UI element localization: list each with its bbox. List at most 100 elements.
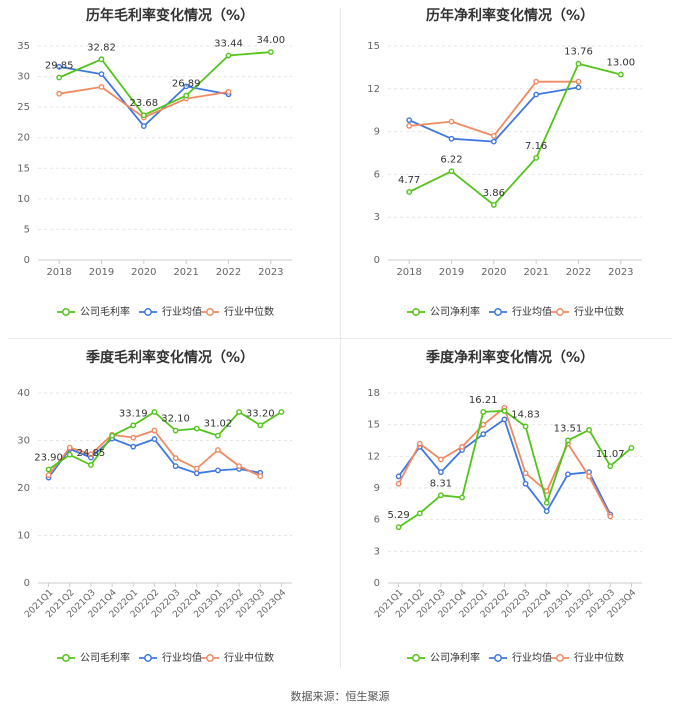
legend-item: 行业均值 [489,651,552,664]
y-tick-label: 25 [17,102,30,113]
legend-label: 公司毛利率 [80,305,130,318]
x-tick-label: 2023 [258,267,283,278]
data-label: 23.68 [130,98,159,109]
legend-marker [206,654,214,662]
data-label: 6.22 [440,154,462,165]
data-label: 26.89 [172,79,201,90]
data-point [88,451,94,458]
data-point [172,427,179,434]
series-line [398,409,632,528]
y-tick-label: 5 [24,224,30,235]
y-tick-label: 10 [17,194,30,205]
data-label: 13.76 [564,47,593,58]
legend-item: 行业中位数 [201,305,274,318]
data-label: 3.86 [483,188,505,199]
data-label: 24.85 [77,448,106,459]
y-tick-label: 20 [17,133,30,144]
data-label: 34.00 [257,35,286,46]
data-label: 16.21 [469,395,498,406]
legend-item: 行业均值 [139,305,202,318]
y-tick-label: 10 [17,531,30,542]
data-point [459,443,465,450]
data-label: 14.83 [511,409,540,420]
data-point [533,91,540,98]
legend-label: 行业均值 [512,305,552,318]
legend-label: 行业中位数 [574,305,624,318]
data-point [607,463,614,470]
series-line [408,62,622,206]
data-label: 33.19 [119,408,148,419]
y-tick-label: 30 [17,72,30,83]
data-point [45,472,52,479]
data-label: 5.29 [387,510,409,521]
data-point [98,84,105,90]
y-tick-label: 30 [17,436,30,447]
data-point [490,202,497,208]
data-point [533,78,540,85]
y-tick-label: 12 [367,451,380,462]
y-tick-label: 12 [367,84,380,95]
horizontal-panel-divider [8,338,672,339]
data-point [575,60,582,67]
y-tick-label: 40 [17,388,30,399]
x-tick-label: 2018 [46,267,71,278]
data-point [480,421,487,428]
legend-marker [556,308,564,316]
data-label: 29.85 [45,60,74,71]
legend-item: 公司毛利率 [57,305,130,318]
y-tick-label: 0 [374,255,380,266]
data-point [172,463,179,470]
data-label: 4.77 [398,175,420,186]
data-point [438,456,444,463]
legend-label: 公司毛利率 [80,651,130,664]
data-point [448,118,455,125]
data-point [575,84,582,91]
data-point [130,443,137,450]
data-point [406,117,413,124]
data-point [236,409,242,415]
data-point [480,431,487,438]
x-tick-label: 2019 [439,267,464,278]
y-tick-label: 18 [367,388,380,399]
data-point [45,466,52,473]
legend-item: 行业中位数 [201,651,274,664]
data-point [109,432,115,439]
y-tick-label: 0 [24,255,30,266]
data-point [501,416,508,423]
x-tick-label: 2018 [396,267,421,278]
y-tick-label: 15 [367,420,380,431]
legend-marker [62,654,70,662]
data-label: 32.10 [161,414,190,425]
data-point [586,427,592,433]
data-point [459,494,465,501]
data-point [257,473,264,480]
source-note: 数据来源：恒生聚源 [290,690,390,703]
legend-marker [62,308,70,316]
data-point [88,462,94,468]
data-point [98,71,105,78]
legend-item: 公司净利率 [407,651,480,664]
legend-label: 行业中位数 [224,305,274,318]
data-point [533,154,540,161]
chart-title: 历年净利率变化情况（%） [426,7,594,24]
x-tick-label: 2022 [216,267,241,278]
legend-marker [206,308,214,316]
legend-item: 公司毛利率 [57,651,130,664]
data-point [183,92,190,99]
y-tick-label: 6 [374,169,380,180]
data-point [193,470,200,477]
y-tick-label: 9 [374,483,380,494]
data-point [130,434,137,441]
data-label: 33.44 [214,39,243,50]
data-point [215,447,221,453]
data-point [151,427,158,434]
x-tick-label: 2021 [523,267,548,278]
chart-panel-4: 季度净利率变化情况（%）03691215182021Q12021Q22021Q3… [367,349,642,664]
data-point [151,436,158,442]
data-point [522,470,529,477]
data-point [406,189,413,195]
y-tick-label: 0 [374,578,380,589]
legend-label: 行业中位数 [224,651,274,664]
data-point [172,455,179,461]
